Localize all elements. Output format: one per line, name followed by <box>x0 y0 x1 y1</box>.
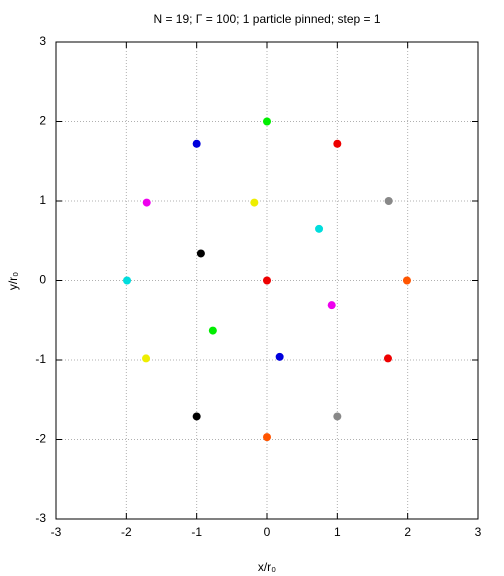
particle <box>333 139 342 148</box>
particle <box>263 276 271 285</box>
plot-frame <box>55 41 479 520</box>
particle <box>383 354 392 363</box>
particle <box>196 249 205 258</box>
particle <box>275 352 284 361</box>
y-tick-label: 3 <box>39 34 46 48</box>
chart-title: N = 19; Γ = 100; 1 particle pinned; step… <box>153 12 380 26</box>
particle <box>402 276 411 285</box>
x-axis-label: x/r₀ <box>258 560 276 574</box>
particle <box>142 354 151 363</box>
particle <box>333 412 342 421</box>
particle <box>192 412 201 421</box>
particle <box>263 433 271 442</box>
x-tick-label: -1 <box>191 525 202 539</box>
particle <box>263 117 271 126</box>
x-tick-label: 3 <box>475 525 482 539</box>
particle <box>192 139 201 148</box>
y-tick-label: -3 <box>35 511 46 525</box>
particle <box>315 224 324 233</box>
x-tick-label: 1 <box>334 525 341 539</box>
x-tick-label: -2 <box>121 525 132 539</box>
particle <box>123 276 132 285</box>
x-tick-label: 2 <box>404 525 411 539</box>
x-tick-label: 0 <box>264 525 271 539</box>
x-tick-label: -3 <box>51 525 62 539</box>
particle <box>250 198 259 207</box>
y-tick-label: -1 <box>35 352 46 366</box>
y-tick-label: 0 <box>39 273 46 287</box>
y-tick-label: -2 <box>35 432 46 446</box>
particle <box>384 197 393 205</box>
y-axis-label: y/r₀ <box>6 272 20 290</box>
y-tick-label: 2 <box>39 114 46 128</box>
particle <box>142 198 151 207</box>
particle <box>208 326 217 335</box>
particle <box>327 301 336 310</box>
y-tick-label: 1 <box>39 193 46 207</box>
